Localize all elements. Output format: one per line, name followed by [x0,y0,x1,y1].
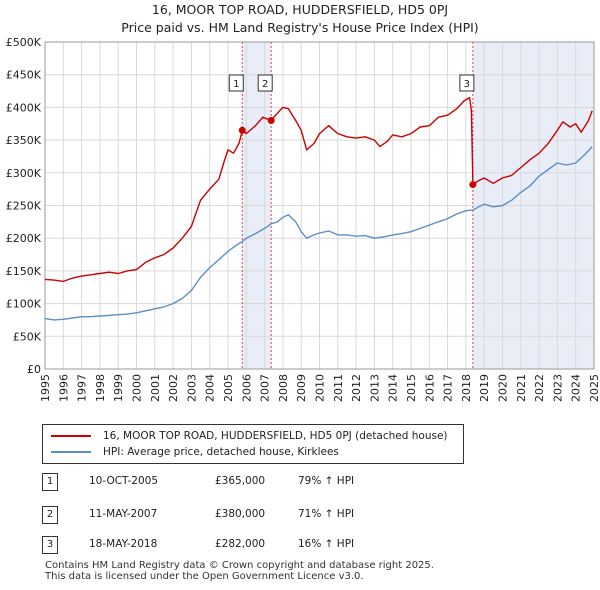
x-tick-label: 2021 [515,374,528,402]
x-tick-label: 2020 [497,374,510,402]
hpi-line [44,146,593,321]
y-tick-label: £300K [6,167,42,180]
x-tick-label: 2016 [423,374,436,402]
x-tick-label: 2013 [368,374,381,402]
legend-label-property: 16, MOOR TOP ROAD, HUDDERSFIELD, HD5 0PJ… [103,430,448,442]
price-chart: 1 2 3 £0 £50K £100K £150K £200K £250K £300K £350K £… [6,36,600,402]
chart-title: 16, MOOR TOP ROAD, HUDDERSFIELD, HD5 0PJ [151,2,449,17]
x-tick-label: 2011 [332,374,345,402]
sale-hpi-change: 71% ↑ HPI [298,508,355,520]
legend-label-hpi: HPI: Average price, detached house, Kirk… [103,446,339,458]
x-tick-label: 2007 [259,374,272,402]
y-tick-label: £500K [6,36,42,49]
sale-label-box [257,74,273,92]
plot-frame [44,41,595,370]
sale-date: 10-OCT-2005 [89,475,158,487]
sale-point [238,126,246,134]
x-tick-label: 2024 [570,374,583,402]
x-tick-label: 2002 [167,374,180,402]
sale-hpi-change: 16% ↑ HPI [298,538,355,550]
sale-label: 2 [262,79,268,90]
y-tick-label: £450K [6,69,42,82]
sale-price: £282,000 [215,538,266,550]
x-tick-label: 1998 [94,374,107,402]
x-tick-label: 1999 [112,374,125,402]
legend-item-hpi: HPI: Average price, detached house, Kirk… [51,446,339,458]
property-price-line [44,96,593,283]
x-tick-label: 2025 [588,374,600,402]
x-tick-label: 2001 [149,374,162,402]
legend-swatch-hpi [51,451,91,453]
sale-price: £365,000 [215,475,266,487]
x-tick-label: 2005 [222,374,235,402]
x-tick-label: 2012 [350,374,363,402]
x-tick-label: 2018 [460,374,473,402]
sale-label: 3 [464,79,470,90]
x-tick-label: 2017 [442,374,455,402]
y-tick-label: £150K [6,265,42,278]
footer-licence: This data is licensed under the Open Gov… [45,571,364,582]
x-tick-label: 2003 [185,374,198,402]
sale-date: 11-MAY-2007 [89,508,158,520]
sale-hpi-change: 79% ↑ HPI [298,475,355,487]
x-tick-label: 2019 [478,374,491,402]
y-tick-label: £100K [6,298,42,311]
sale-point [469,181,477,189]
x-tick-label: 2000 [131,374,144,402]
x-tick-label: 2004 [204,374,217,402]
legend-swatch-property [51,435,91,437]
sale-badge: 2 [42,506,58,524]
sale-label-box [459,74,475,92]
table-row: 2 11-MAY-2007 £380,000 71% ↑ HPI [42,506,542,524]
sale-label: 1 [233,79,239,90]
sale-point [267,116,275,124]
table-row: 1 10-OCT-2005 £365,000 79% ↑ HPI [42,473,542,491]
footer-copyright: Contains HM Land Registry data © Crown c… [45,560,434,571]
y-tick-label: £50K [13,330,42,343]
y-tick-label: £200K [6,232,42,245]
y-tick-label: £0 [27,363,41,376]
x-tick-label: 2006 [240,374,253,402]
sale-badge: 3 [42,536,58,554]
sale-date: 18-MAY-2018 [89,538,158,550]
x-tick-label: 2010 [314,374,327,402]
y-tick-label: £400K [6,101,42,114]
legend-item-property: 16, MOOR TOP ROAD, HUDDERSFIELD, HD5 0PJ… [51,430,448,442]
x-tick-label: 1995 [39,374,52,402]
x-tick-label: 2008 [277,374,290,402]
x-tick-label: 1996 [57,374,70,402]
x-tick-label: 2022 [533,374,546,402]
x-tick-label: 2023 [551,374,564,402]
x-tick-label: 2009 [295,374,308,402]
chart-subtitle: Price paid vs. HM Land Registry's House … [121,20,479,35]
sale-price: £380,000 [215,508,266,520]
x-tick-label: 1997 [76,374,89,402]
sale-label-box [228,74,244,92]
x-tick-label: 2015 [405,374,418,402]
footer: Contains HM Land Registry data © Crown c… [45,560,434,582]
table-row: 3 18-MAY-2018 £282,000 16% ↑ HPI [42,536,542,554]
y-tick-label: £350K [6,134,42,147]
x-tick-label: 2014 [387,374,400,402]
chart-legend: 16, MOOR TOP ROAD, HUDDERSFIELD, HD5 0PJ… [42,424,464,464]
y-tick-label: £250K [6,200,42,213]
sale-badge: 1 [42,473,58,491]
